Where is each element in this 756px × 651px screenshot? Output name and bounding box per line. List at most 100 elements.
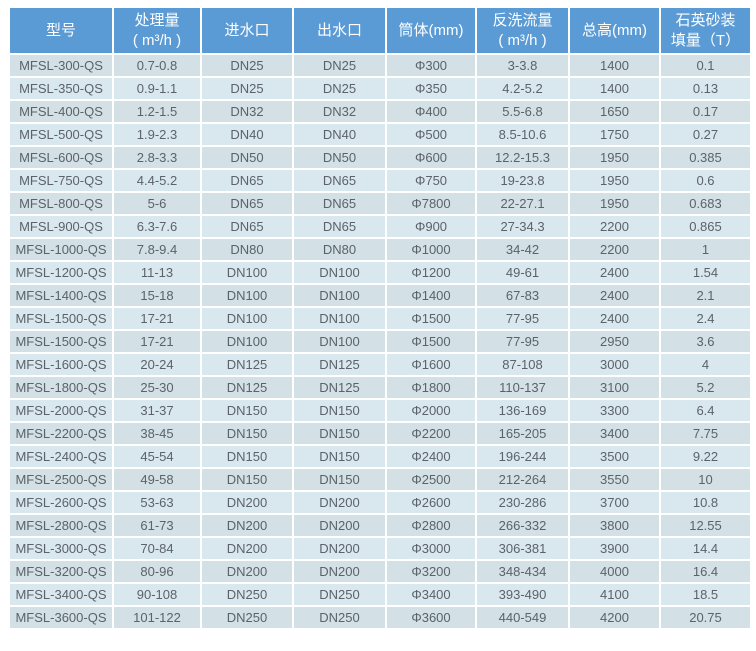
table-cell: 0.17 — [661, 101, 750, 122]
table-cell: 15-18 — [114, 285, 200, 306]
table-cell: MFSL-1400-QS — [10, 285, 112, 306]
table-cell: DN100 — [202, 331, 292, 352]
table-cell: 17-21 — [114, 331, 200, 352]
table-row: MFSL-750-QS 4.4-5.2 DN65 DN65 Φ750 19-23.8 195… — [10, 170, 750, 191]
table-cell: 27-34.3 — [477, 216, 568, 237]
table-cell: 3700 — [570, 492, 659, 513]
table-cell: 306-381 — [477, 538, 568, 559]
table-cell: 1400 — [570, 78, 659, 99]
table-row: MFSL-1400-QS 15-18 DN100 DN100 Φ1400 67-83 240… — [10, 285, 750, 306]
table-cell: 49-61 — [477, 262, 568, 283]
table-cell: DN150 — [294, 469, 385, 490]
table-cell: 20.75 — [661, 607, 750, 628]
table-row: MFSL-3400-QS 90-108 DN250 DN250 Φ3400 393-490… — [10, 584, 750, 605]
table-cell: MFSL-300-QS — [10, 55, 112, 76]
table-row: MFSL-600-QS 2.8-3.3 DN50 DN50 Φ600 12.2-15.3 1… — [10, 147, 750, 168]
table-cell: 5.5-6.8 — [477, 101, 568, 122]
table-cell: DN40 — [294, 124, 385, 145]
table-cell: 90-108 — [114, 584, 200, 605]
table-cell: DN125 — [294, 377, 385, 398]
table-row: MFSL-1500-QS 17-21 DN100 DN100 Φ1500 77-95 240… — [10, 308, 750, 329]
table-cell: Φ1800 — [387, 377, 475, 398]
table-cell: 5.2 — [661, 377, 750, 398]
table-cell: MFSL-350-QS — [10, 78, 112, 99]
table-cell: DN65 — [294, 170, 385, 191]
table-cell: Φ3000 — [387, 538, 475, 559]
table-row: MFSL-1500-QS 17-21 DN100 DN100 Φ1500 77-95 295… — [10, 331, 750, 352]
table-cell: 348-434 — [477, 561, 568, 582]
table-cell: DN65 — [294, 216, 385, 237]
table-cell: 196-244 — [477, 446, 568, 467]
table-cell: Φ2800 — [387, 515, 475, 536]
table-cell: DN80 — [202, 239, 292, 260]
table-cell: MFSL-1500-QS — [10, 331, 112, 352]
table-cell: Φ2500 — [387, 469, 475, 490]
table-cell: 2.8-3.3 — [114, 147, 200, 168]
table-cell: 4.2-5.2 — [477, 78, 568, 99]
table-cell: 14.4 — [661, 538, 750, 559]
table-cell: 4.4-5.2 — [114, 170, 200, 191]
table-row: MFSL-3200-QS 80-96 DN200 DN200 Φ3200 348-434 4… — [10, 561, 750, 582]
table-cell: DN150 — [294, 400, 385, 421]
table-cell: 1950 — [570, 193, 659, 214]
table-cell: Φ400 — [387, 101, 475, 122]
table-cell: Φ900 — [387, 216, 475, 237]
table-cell: 9.22 — [661, 446, 750, 467]
table-cell: 3300 — [570, 400, 659, 421]
table-cell: DN250 — [202, 584, 292, 605]
table-cell: DN25 — [294, 78, 385, 99]
table-row: MFSL-2400-QS 45-54 DN150 DN150 Φ2400 196-244 3… — [10, 446, 750, 467]
table-cell: Φ3600 — [387, 607, 475, 628]
table-cell: 3.6 — [661, 331, 750, 352]
table-row: MFSL-2200-QS 38-45 DN150 DN150 Φ2200 165-205 3… — [10, 423, 750, 444]
table-cell: 87-108 — [477, 354, 568, 375]
table-cell: DN100 — [202, 308, 292, 329]
table-cell: 3100 — [570, 377, 659, 398]
table-row: MFSL-500-QS 1.9-2.3 DN40 DN40 Φ500 8.5-10.6 17… — [10, 124, 750, 145]
table-cell: 136-169 — [477, 400, 568, 421]
table-cell: Φ1400 — [387, 285, 475, 306]
table-cell: MFSL-1000-QS — [10, 239, 112, 260]
table-cell: Φ600 — [387, 147, 475, 168]
table-cell: MFSL-2800-QS — [10, 515, 112, 536]
table-cell: 0.1 — [661, 55, 750, 76]
table-cell: 4100 — [570, 584, 659, 605]
table-cell: 8.5-10.6 — [477, 124, 568, 145]
table-cell: DN65 — [294, 193, 385, 214]
table-cell: MFSL-600-QS — [10, 147, 112, 168]
table-cell: Φ3400 — [387, 584, 475, 605]
table-cell: 165-205 — [477, 423, 568, 444]
table-cell: MFSL-3200-QS — [10, 561, 112, 582]
table-cell: 45-54 — [114, 446, 200, 467]
table-row: MFSL-1800-QS 25-30 DN125 DN125 Φ1800 110-137 3… — [10, 377, 750, 398]
table-cell: MFSL-900-QS — [10, 216, 112, 237]
table-cell: MFSL-2200-QS — [10, 423, 112, 444]
table-cell: MFSL-800-QS — [10, 193, 112, 214]
table-cell: 1.9-2.3 — [114, 124, 200, 145]
table-row: MFSL-3600-QS 101-122 DN250 DN250 Φ3600 440-54… — [10, 607, 750, 628]
table-cell: 22-27.1 — [477, 193, 568, 214]
table-cell: DN200 — [294, 515, 385, 536]
table-cell: MFSL-1200-QS — [10, 262, 112, 283]
table-cell: DN125 — [202, 377, 292, 398]
table-cell: 4200 — [570, 607, 659, 628]
table-cell: 0.6 — [661, 170, 750, 191]
column-header-4: 出水口 — [294, 8, 385, 53]
table-cell: 3000 — [570, 354, 659, 375]
header-row: 型号 处理量 ( m³/h ) 进水口 出水口 筒体(mm) 反洗流量 ( m³/h ) 总… — [10, 8, 750, 53]
table-cell: DN200 — [202, 515, 292, 536]
table-cell: DN150 — [202, 423, 292, 444]
table-cell: 25-30 — [114, 377, 200, 398]
table-cell: Φ1600 — [387, 354, 475, 375]
column-header-1: 型号 — [10, 8, 112, 53]
table-row: MFSL-1200-QS 11-13 DN100 DN100 Φ1200 49-61 240… — [10, 262, 750, 283]
table-cell: Φ2400 — [387, 446, 475, 467]
table-cell: 3800 — [570, 515, 659, 536]
table-row: MFSL-3000-QS 70-84 DN200 DN200 Φ3000 306-381 3… — [10, 538, 750, 559]
table-row: MFSL-2500-QS 49-58 DN150 DN150 Φ2500 212-264 3… — [10, 469, 750, 490]
table-cell: DN200 — [202, 492, 292, 513]
table-cell: DN200 — [202, 561, 292, 582]
table-row: MFSL-800-QS 5-6 DN65 DN65 Φ7800 22-27.1 1950 0.… — [10, 193, 750, 214]
table-cell: 1950 — [570, 147, 659, 168]
table-cell: DN250 — [202, 607, 292, 628]
